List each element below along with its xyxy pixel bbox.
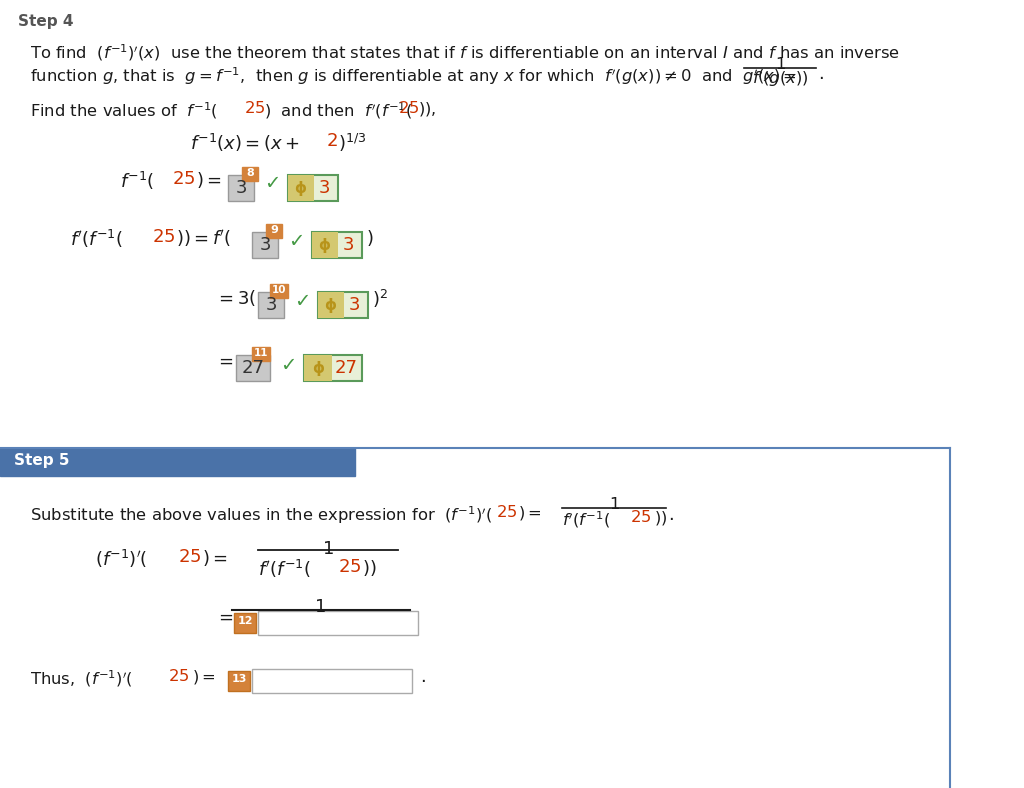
Text: $) =$: $) =$ [196,170,221,190]
Text: $)^{1/3}$: $)^{1/3}$ [338,132,367,154]
Text: Step 5: Step 5 [14,453,70,468]
Bar [304,355,332,381]
Text: $1$: $1$ [314,598,326,616]
Bar [312,232,338,258]
Text: $\checkmark$: $\checkmark$ [280,354,295,373]
Text: $) =$: $) =$ [202,548,227,568]
Text: $\checkmark$: $\checkmark$ [288,230,303,249]
Text: $) =$: $) =$ [193,668,216,686]
Text: 3: 3 [342,236,353,254]
Bar [288,175,314,201]
Text: $f'(f^{-1}($: $f'(f^{-1}($ [258,558,311,580]
Text: 3: 3 [265,296,276,314]
Text: $f'(f^{-1}($: $f'(f^{-1}($ [70,228,123,250]
Bar [258,611,418,635]
Text: $25$: $25$ [244,100,265,116]
Bar [228,671,250,691]
Text: $\mathbf{\phi}$: $\mathbf{\phi}$ [311,359,325,378]
Text: $\mathbf{\phi}$: $\mathbf{\phi}$ [325,296,338,315]
Text: $\mathbf{\phi}$: $\mathbf{\phi}$ [318,236,332,255]
Text: $f^{-1}(x) = (x + $: $f^{-1}(x) = (x + $ [190,132,300,154]
Bar [0,448,355,476]
Text: $25$: $25$ [178,548,202,566]
Text: $)) = f'($: $)) = f'($ [176,228,231,249]
Bar [312,232,362,258]
Text: 13: 13 [231,674,247,684]
Text: 10: 10 [271,285,287,295]
Text: $f'(f^{-1}($: $f'(f^{-1}($ [562,509,610,530]
Text: $25$: $25$ [172,170,196,188]
Text: $(f^{-1})'($: $(f^{-1})'($ [95,548,147,570]
Text: 8: 8 [246,168,254,178]
Text: $)$  and then  $f'(f^{-1}($: $)$ and then $f'(f^{-1}($ [264,100,413,121]
Bar [242,167,258,181]
Bar [252,347,270,361]
Text: $1$: $1$ [608,496,620,512]
Text: function $g$, that is  $g = f^{-1}$,  then $g$ is differentiable at any $x$ for : function $g$, that is $g = f^{-1}$, then… [30,65,797,87]
Bar [318,292,368,318]
Text: $25$: $25$ [168,668,189,684]
Bar [234,613,256,633]
Text: $)^2$: $)^2$ [372,288,388,310]
Bar [228,175,254,201]
Text: Thus,  $(f^{-1})'($: Thus, $(f^{-1})'($ [30,668,133,689]
Text: $f^{-1}($: $f^{-1}($ [120,170,155,192]
Text: 27: 27 [335,359,357,377]
Text: 9: 9 [270,225,278,235]
Text: $25$: $25$ [398,100,420,116]
Text: $=$: $=$ [215,352,233,370]
Text: $25$: $25$ [152,228,175,246]
Text: $) =$: $) =$ [518,504,542,522]
Text: .: . [818,65,823,83]
Text: .: . [668,506,674,524]
Text: $= 3($: $= 3($ [215,288,256,308]
Text: $1$: $1$ [774,56,785,72]
Text: 3: 3 [348,296,359,314]
Text: $2$: $2$ [326,132,338,150]
Text: .: . [420,668,426,686]
Text: 3: 3 [318,179,330,197]
Text: $\checkmark$: $\checkmark$ [264,172,279,191]
Text: $)$: $)$ [366,228,374,248]
Text: Find the values of  $f^{-1}($: Find the values of $f^{-1}($ [30,100,218,121]
Text: To find  $(f^{-1})'(x)$  use the theorem that states that if $f$ is differentiab: To find $(f^{-1})'(x)$ use the theorem t… [30,42,900,63]
Text: $1$: $1$ [323,540,334,558]
Text: 12: 12 [238,616,253,626]
Bar [252,232,278,258]
Bar [288,175,338,201]
Bar [252,669,412,693]
Bar [236,355,270,381]
Text: Step 4: Step 4 [18,14,74,29]
Text: 11: 11 [254,348,268,358]
Text: 27: 27 [242,359,264,377]
Text: $f'(g(x))$: $f'(g(x))$ [752,69,808,89]
Text: 3: 3 [259,236,270,254]
Text: $=$: $=$ [215,608,233,626]
Text: $))$: $))$ [362,558,377,578]
Text: Substitute the above values in the expression for  $(f^{-1})'($: Substitute the above values in the expre… [30,504,493,526]
Bar [304,355,362,381]
Bar [270,284,288,298]
Text: $25$: $25$ [630,509,651,525]
Text: $25$: $25$ [496,504,517,520]
Text: 3: 3 [236,179,247,197]
Text: $\checkmark$: $\checkmark$ [294,290,309,309]
Text: $25$: $25$ [338,558,361,576]
Text: $))$: $))$ [654,509,668,527]
Bar [318,292,344,318]
Text: $)),$: $)),$ [418,100,436,118]
Bar [266,224,282,238]
Text: $\mathbf{\phi}$: $\mathbf{\phi}$ [295,179,307,198]
Bar [258,292,284,318]
